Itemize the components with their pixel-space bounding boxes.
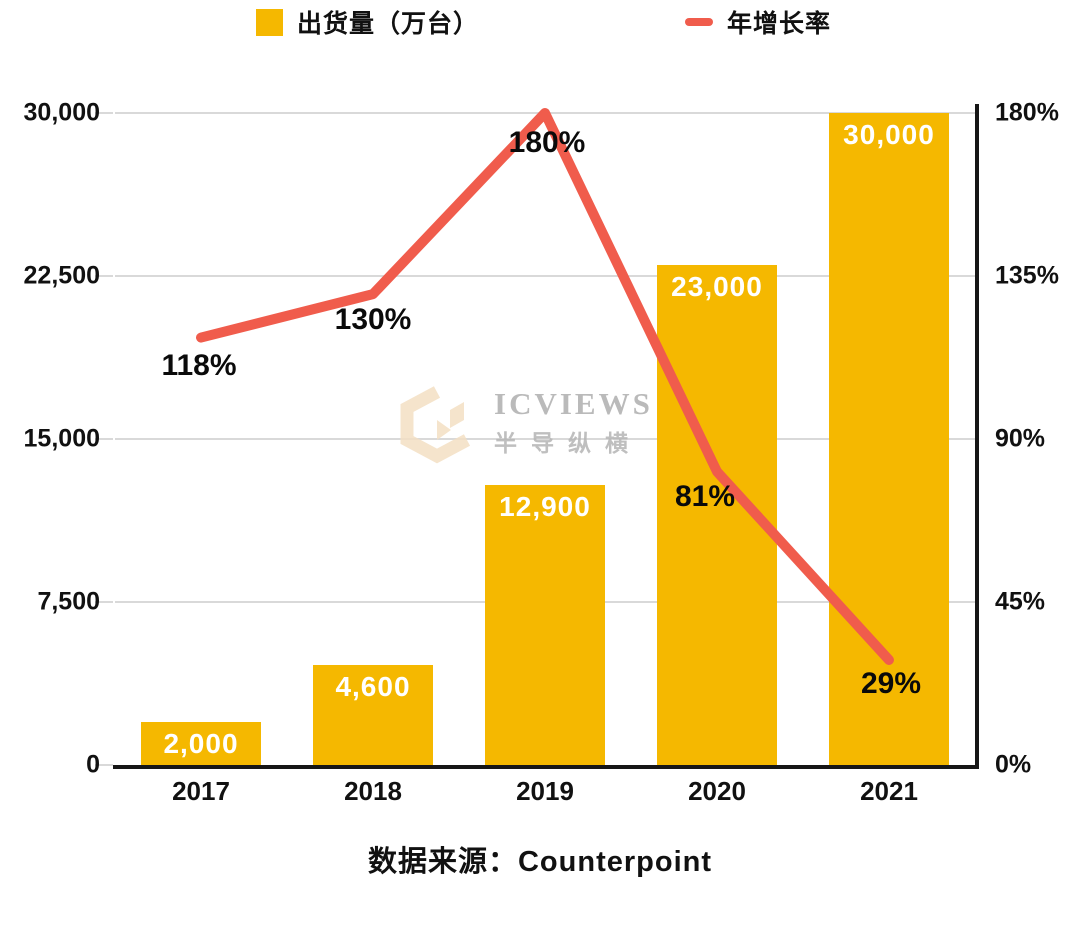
line-series-label: 年增长率 [727,10,832,38]
y-axis-tick [95,112,113,114]
x-axis-label-2018: 2018 [344,776,402,806]
y-axis-label-left: 22,500 [23,261,100,290]
y-axis-tick [95,764,113,766]
line-value-label: 29% [860,666,922,700]
y-axis-label-left: 0 [86,750,100,779]
watermark: ICVIEWS 半导纵横 [398,380,653,464]
x-axis-label-2019: 2019 [516,776,574,806]
icviews-logo-icon [400,386,471,464]
y-axis-label-left: 7,500 [37,587,100,616]
bar-series-swatch-icon [256,8,283,36]
line-value-label: 81% [674,479,736,513]
x-axis-label-2021: 2021 [860,776,918,806]
bar-2017: 2,000 [141,721,261,765]
bar-2019: 12,900 [485,484,605,765]
bar-value-label: 4,600 [335,671,411,703]
y-axis-label-left: 30,000 [23,98,100,127]
bar-2018: 4,600 [313,665,433,765]
y-axis-tick [95,438,113,440]
x-axis-label-2017: 2017 [172,776,230,806]
x-axis-label-2020: 2020 [688,776,746,806]
line-value-label: 118% [161,348,237,382]
bar-value-label: 12,900 [499,490,591,522]
watermark-brand: ICVIEWS [494,386,653,421]
data-source-caption: 数据来源：Counterpoint [367,846,712,878]
bar-value-label: 23,000 [671,271,763,303]
line-value-label: 130% [334,303,412,337]
line-value-label: 180% [508,126,586,159]
y-axis-label-right: 0% [995,750,1032,779]
bar-2020: 23,000 [657,265,777,765]
legend-item-shipments: 出货量（万台） [256,4,479,40]
y-axis-label-right: 45% [995,587,1046,616]
bar-value-label: 30,000 [843,119,935,150]
y-axis-tick [95,275,113,277]
y-axis-label-right: 135% [995,261,1059,290]
y-axis-label-left: 15,000 [23,424,100,453]
bar-value-label: 2,000 [163,727,239,759]
line-series-swatch-icon [685,18,713,26]
y-axis-label-right: 90% [995,424,1046,453]
bar-series-label: 出货量（万台） [297,10,480,38]
watermark-subtitle: 半导纵横 [494,430,642,456]
legend-item-growth-rate: 年增长率 [685,4,831,40]
y-axis-label-right: 180% [995,98,1059,127]
right-axis-line [975,104,979,769]
x-axis-line [113,765,979,769]
y-axis-tick [95,601,113,603]
